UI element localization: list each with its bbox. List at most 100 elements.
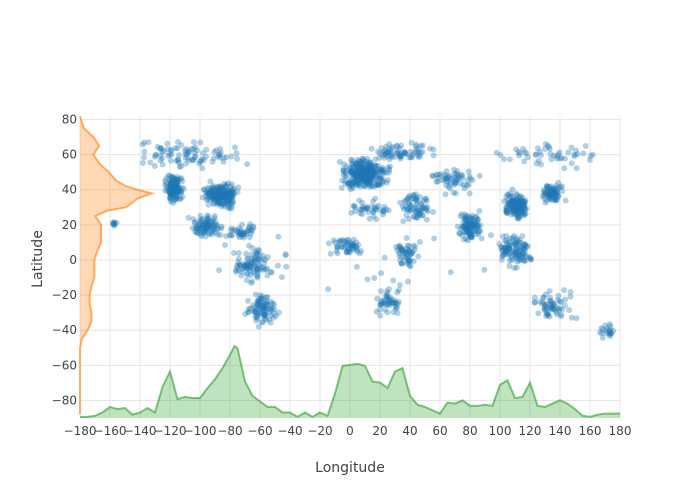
scatter-point	[398, 150, 405, 157]
scatter-point	[259, 305, 266, 312]
scatter-point	[396, 150, 403, 157]
scatter-point	[556, 298, 563, 305]
scatter-point	[387, 147, 394, 154]
scatter-point	[211, 195, 218, 202]
scatter-point	[506, 262, 513, 269]
scatter-point	[373, 169, 380, 176]
scatter-point	[224, 200, 231, 207]
scatter-point	[185, 150, 192, 157]
scatter-point	[172, 190, 179, 197]
scatter-point	[362, 172, 369, 179]
scatter-point	[514, 199, 521, 206]
scatter-point	[205, 191, 212, 198]
scatter-point	[237, 228, 244, 235]
scatter-point	[411, 214, 418, 221]
scatter-point	[557, 299, 564, 306]
scatter-point	[359, 178, 366, 185]
scatter-point	[348, 156, 355, 163]
scatter-point	[268, 312, 275, 319]
scatter-point	[386, 166, 393, 173]
scatter-point	[357, 166, 364, 173]
scatter-point	[167, 191, 174, 198]
scatter-point	[111, 219, 118, 226]
scatter-point	[256, 262, 263, 269]
scatter-point	[540, 294, 547, 301]
scatter-point	[356, 250, 363, 257]
scatter-point	[365, 167, 372, 174]
scatter-point	[508, 201, 515, 208]
scatter-point	[177, 195, 184, 202]
scatter-point	[359, 170, 366, 177]
scatter-point	[509, 186, 516, 193]
scatter-point	[516, 241, 523, 248]
scatter-point	[197, 139, 204, 146]
scatter-point	[354, 156, 361, 163]
scatter-point	[509, 197, 516, 204]
scatter-point	[227, 227, 234, 234]
scatter-point	[412, 243, 419, 250]
scatter-point	[514, 215, 521, 222]
scatter-point	[512, 249, 519, 256]
scatter-point	[219, 201, 226, 208]
scatter-point	[546, 288, 553, 295]
scatter-point	[507, 201, 514, 208]
scatter-point	[403, 234, 410, 241]
scatter-point	[351, 172, 358, 179]
scatter-point	[380, 167, 387, 174]
scatter-point	[367, 165, 374, 172]
scatter-point	[176, 163, 183, 170]
scatter-point	[437, 172, 444, 179]
scatter-point	[371, 204, 378, 211]
scatter-point	[358, 159, 365, 166]
scatter-point	[460, 181, 467, 188]
scatter-point	[406, 262, 413, 269]
scatter-point	[228, 192, 235, 199]
scatter-point	[523, 150, 530, 157]
scatter-point	[363, 179, 370, 186]
scatter-point	[215, 153, 222, 160]
scatter-point	[463, 235, 470, 242]
scatter-point	[368, 170, 375, 177]
scatter-point	[170, 199, 177, 206]
scatter-point	[206, 193, 213, 200]
scatter-point	[246, 263, 253, 270]
scatter-point	[506, 243, 513, 250]
scatter-point	[174, 188, 181, 195]
scatter-point	[372, 170, 379, 177]
scatter-point	[392, 153, 399, 160]
scatter-point	[475, 231, 482, 238]
scatter-point	[541, 302, 548, 309]
scatter-point	[174, 173, 181, 180]
scatter-point	[365, 181, 372, 188]
scatter-point	[527, 255, 534, 262]
scatter-point	[174, 183, 181, 190]
scatter-point	[203, 190, 210, 197]
scatter-point	[499, 246, 506, 253]
scatter-point	[270, 314, 277, 321]
scatter-point	[499, 253, 506, 260]
scatter-point	[209, 192, 216, 199]
scatter-point	[537, 152, 544, 159]
scatter-point	[242, 264, 249, 271]
scatter-point	[516, 256, 523, 263]
scatter-point	[173, 185, 180, 192]
scatter-point	[511, 211, 518, 218]
scatter-point	[111, 222, 118, 229]
scatter-point	[376, 167, 383, 174]
scatter-point	[225, 187, 232, 194]
scatter-point	[204, 225, 211, 232]
scatter-point	[412, 191, 419, 198]
scatter-point	[219, 193, 226, 200]
scatter-point	[518, 201, 525, 208]
scatter-point	[512, 255, 519, 262]
scatter-point	[140, 154, 147, 161]
scatter-point	[216, 195, 223, 202]
scatter-point	[354, 170, 361, 177]
scatter-point	[606, 333, 613, 340]
scatter-point	[355, 176, 362, 183]
scatter-point	[254, 274, 261, 281]
scatter-point	[214, 199, 221, 206]
scatter-point	[205, 186, 212, 193]
scatter-point	[470, 222, 477, 229]
scatter-point	[443, 172, 450, 179]
